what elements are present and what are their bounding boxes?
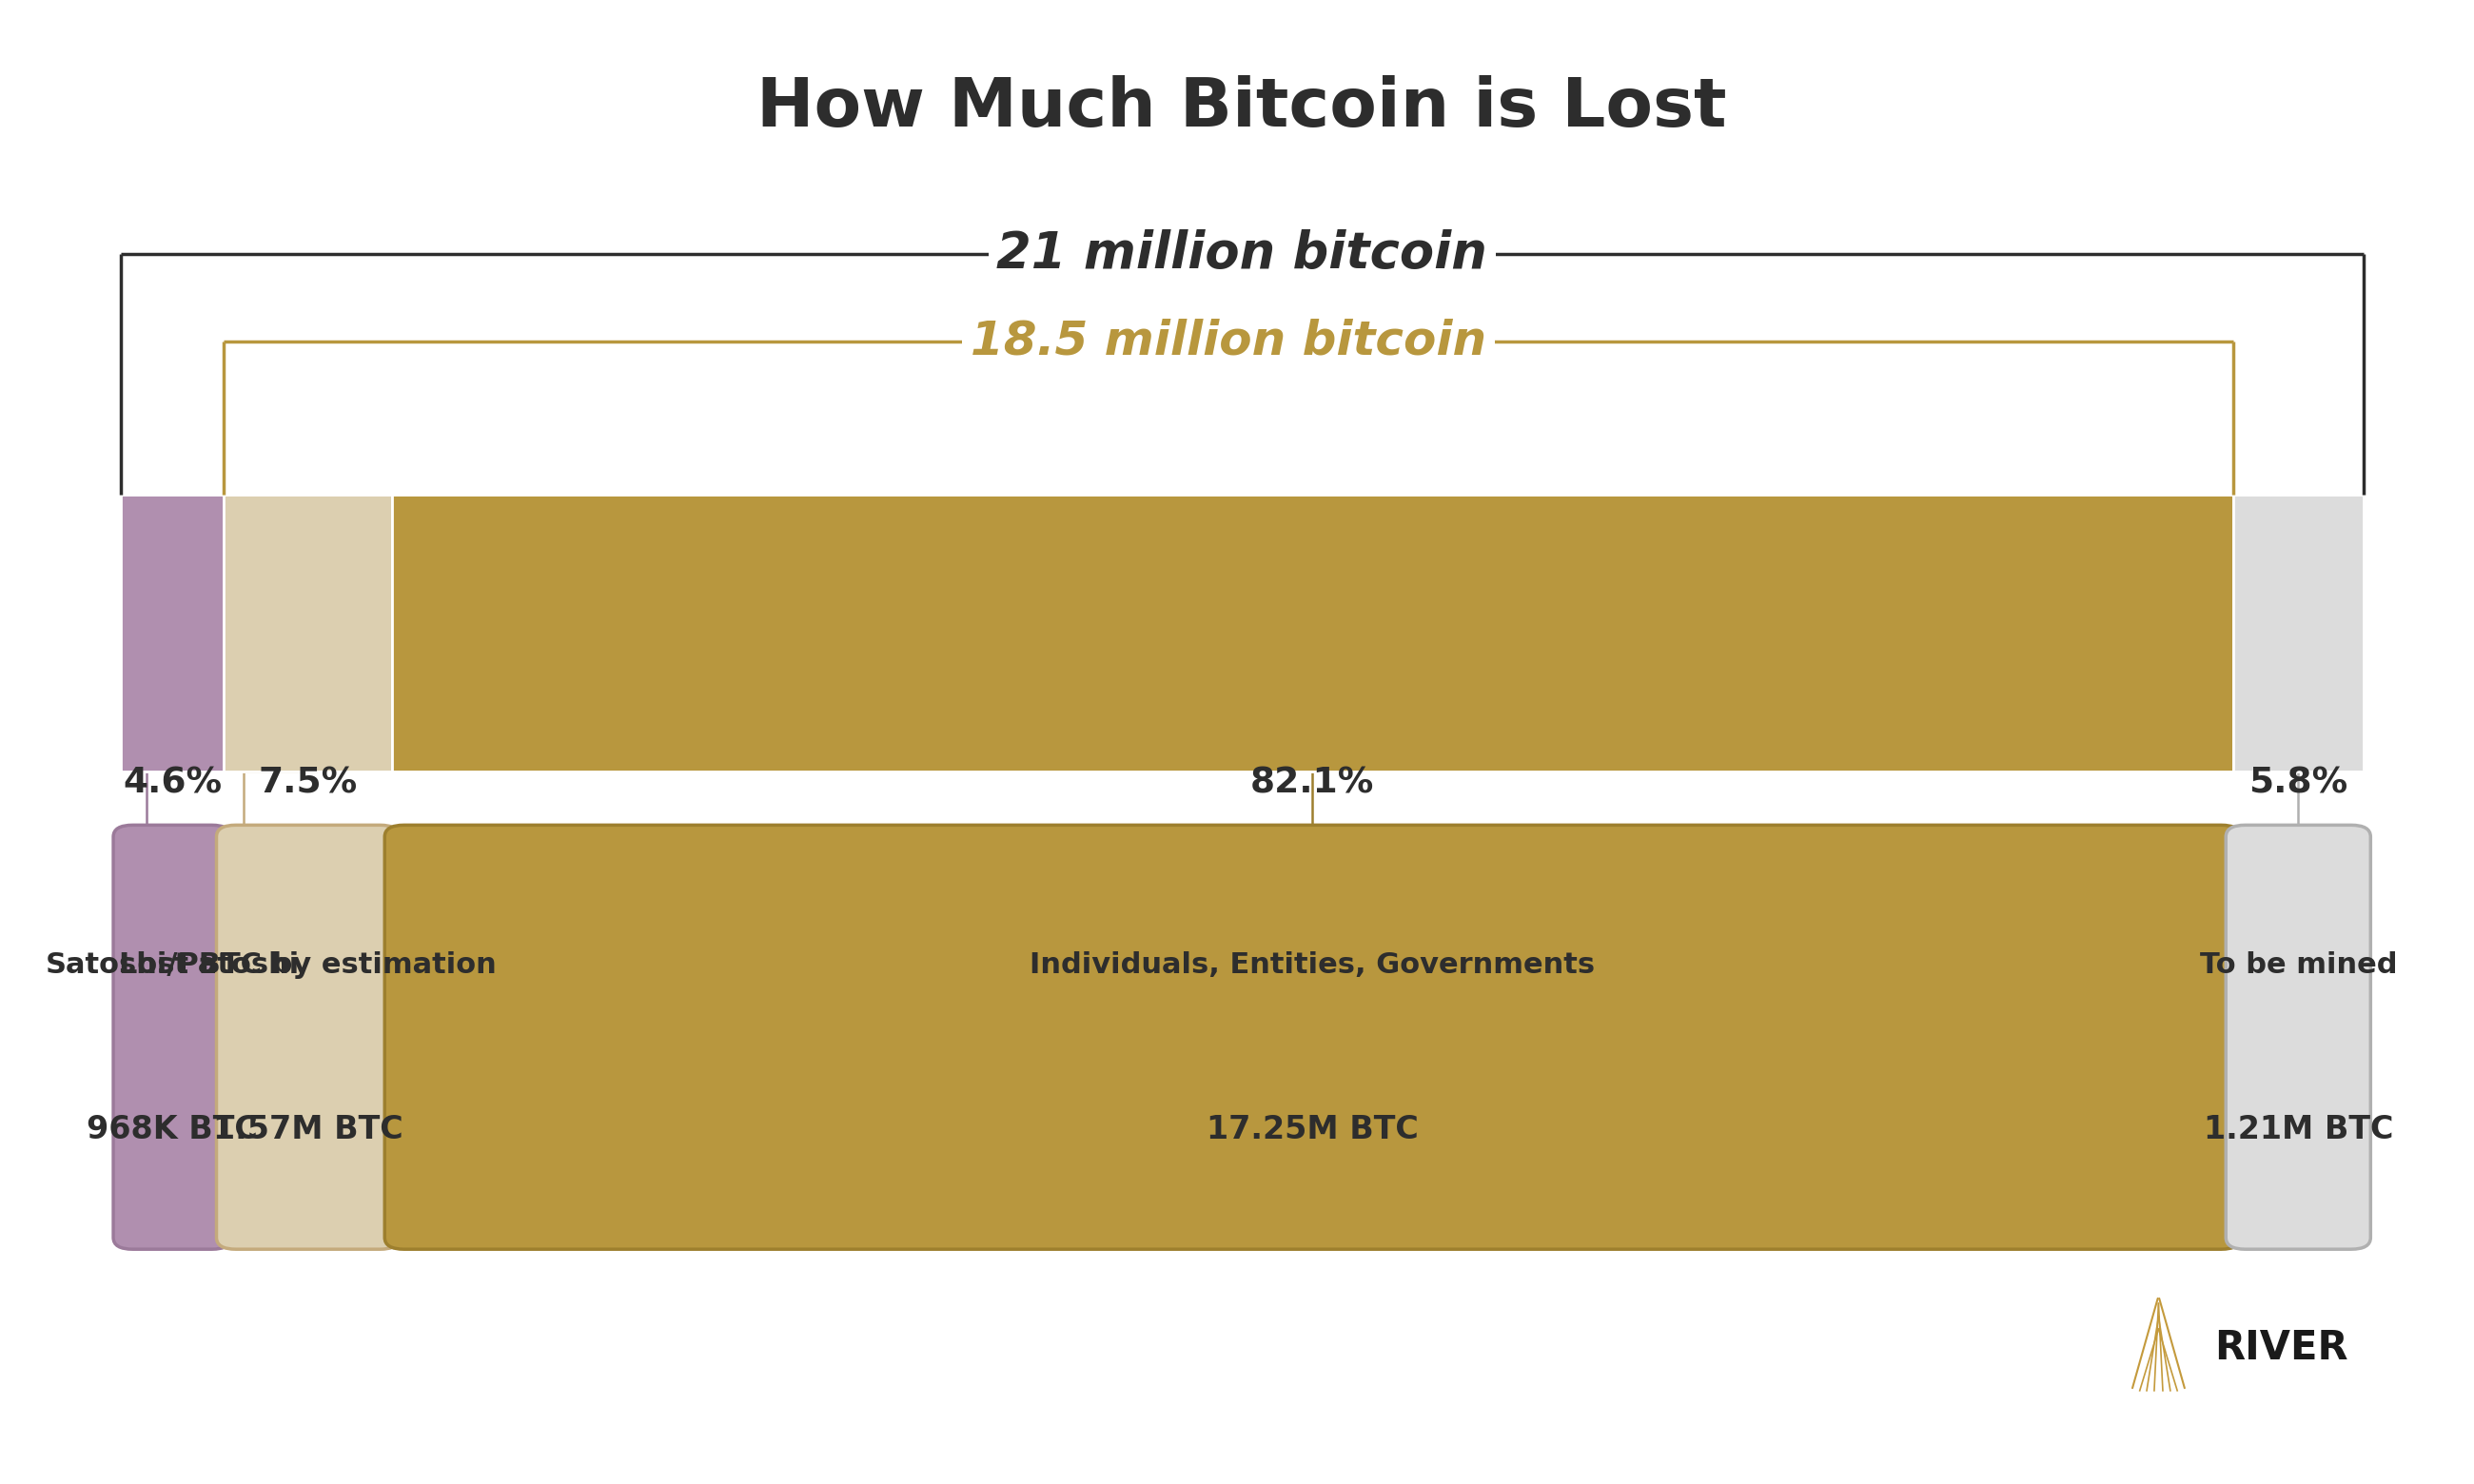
FancyBboxPatch shape: [2234, 494, 2363, 772]
Text: 82.1%: 82.1%: [1249, 766, 1376, 800]
Text: 968K BTC: 968K BTC: [87, 1113, 257, 1146]
FancyBboxPatch shape: [391, 494, 2234, 772]
Text: 18.5 million bitcoin: 18.5 million bitcoin: [970, 319, 1487, 364]
Text: 7.5%: 7.5%: [257, 766, 356, 800]
Text: Individuals, Entities, Governments: Individuals, Entities, Governments: [1029, 951, 1596, 979]
Text: RIVER: RIVER: [2214, 1328, 2348, 1368]
Text: 5.8%: 5.8%: [2249, 766, 2348, 800]
FancyBboxPatch shape: [121, 494, 223, 772]
FancyBboxPatch shape: [223, 494, 391, 772]
Text: Lost BTC by estimation: Lost BTC by estimation: [119, 951, 497, 979]
Text: 4.6%: 4.6%: [124, 766, 223, 800]
Text: How Much Bitcoin is Lost: How Much Bitcoin is Lost: [757, 76, 1727, 141]
FancyBboxPatch shape: [215, 825, 398, 1250]
Text: 1.21M BTC: 1.21M BTC: [2204, 1113, 2392, 1146]
Text: 17.25M BTC: 17.25M BTC: [1207, 1113, 1418, 1146]
Text: Satoshi/Patoshi: Satoshi/Patoshi: [45, 951, 299, 979]
FancyBboxPatch shape: [114, 825, 230, 1250]
Text: To be mined: To be mined: [2199, 951, 2397, 979]
FancyBboxPatch shape: [383, 825, 2241, 1250]
Text: 1.57M BTC: 1.57M BTC: [213, 1113, 403, 1146]
Text: 21 million bitcoin: 21 million bitcoin: [997, 229, 1487, 279]
FancyBboxPatch shape: [2227, 825, 2370, 1250]
